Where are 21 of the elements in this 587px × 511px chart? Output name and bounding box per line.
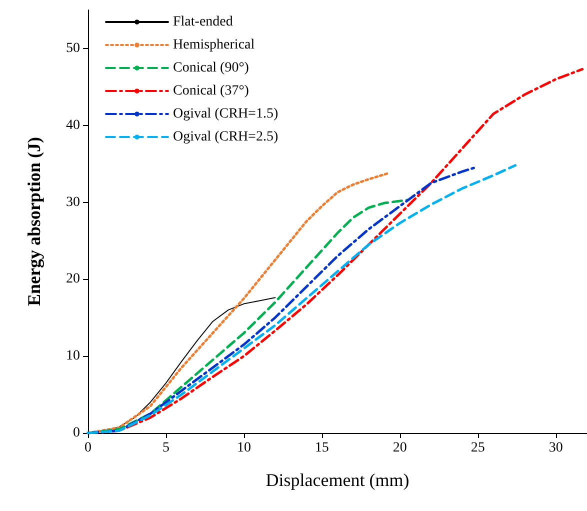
x-tick-label: 0 [84,440,92,456]
y-axis-title: Energy absorption (J) [24,136,44,306]
legend-label: Conical (90°) [173,60,250,76]
legend-label: Ogival (CRH=2.5) [173,130,278,144]
y-tick-label: 0 [73,426,80,440]
x-tick-label: 30 [548,440,563,456]
x-tick-label: 15 [314,440,329,456]
legend-label: Conical (37°) [173,84,250,98]
x-tick-label: 25 [470,440,485,456]
y-tick-label: 20 [66,272,80,287]
x-tick-label: 20 [392,440,407,456]
y-tick-label: 10 [66,348,80,364]
y-tick-label: 30 [66,194,80,210]
x-axis-title: Displacement (mm) [266,470,410,490]
y-tick-label: 50 [66,40,80,56]
y-tick-label: 40 [66,118,80,133]
x-tick-label: 10 [236,440,251,456]
legend-label: Hemispherical [173,38,255,52]
legend-label: Flat-ended [173,14,233,30]
legend-label: Ogival (CRH=1.5) [173,106,278,122]
x-tick-label: 5 [162,440,170,456]
